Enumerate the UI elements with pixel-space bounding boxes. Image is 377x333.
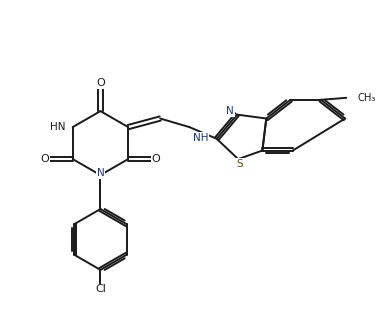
Text: N: N bbox=[97, 168, 104, 178]
Text: O: O bbox=[152, 154, 161, 164]
Text: NH: NH bbox=[193, 133, 208, 143]
Text: S: S bbox=[237, 159, 244, 169]
Text: HN: HN bbox=[50, 122, 66, 132]
Text: N: N bbox=[226, 107, 234, 117]
Text: O: O bbox=[40, 154, 49, 164]
Text: O: O bbox=[96, 78, 105, 88]
Text: CH₃: CH₃ bbox=[357, 93, 375, 103]
Text: Cl: Cl bbox=[95, 284, 106, 294]
